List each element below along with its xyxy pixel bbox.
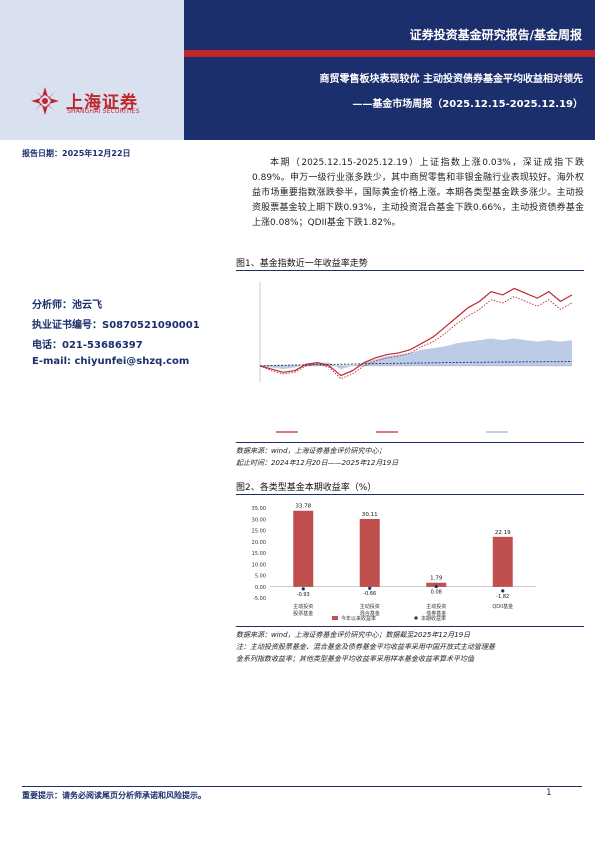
figure2-note-line1: 注：主动投资股票基金、混合基金及债券基金平均收益率采用中国开放式主动管理基 xyxy=(236,643,495,651)
chart1-series-area xyxy=(260,338,572,370)
chart2-y-tick: 5.00 xyxy=(255,574,266,580)
footer-disclaimer: 重要提示：请务必阅读尾页分析师承诺和风险提示。 xyxy=(22,791,206,800)
chart1-series-line-2 xyxy=(259,296,573,380)
chart1-series-line-4 xyxy=(259,361,573,367)
report-title: 商贸零售板块表现较优 主动投资债券基金平均收益相对领先 xyxy=(319,74,583,85)
chart2-bar xyxy=(293,510,314,587)
header-accent-strip xyxy=(184,50,595,57)
chart2-category-label: QDII基金 xyxy=(492,603,513,610)
figure1-source: 数据来源：wind，上海证券基金评价研究中心； xyxy=(236,447,386,455)
chart2-point xyxy=(301,587,305,591)
chart2-legend-point-label: 本期收益率 xyxy=(421,615,446,622)
chart2-point-label: -0.93 xyxy=(297,592,310,598)
figure1-bottom-rule xyxy=(236,442,584,443)
chart2-bar xyxy=(426,582,447,587)
analyst-phone: 电话：021-53686397 xyxy=(32,340,143,351)
header-top-bar xyxy=(184,0,595,50)
logo-emblem-icon xyxy=(31,87,59,115)
figure2-title: 图2、各类型基金本期收益率（%） xyxy=(236,483,377,493)
chart2-bar-label: 30.11 xyxy=(362,512,378,518)
figure2-source: 数据来源：wind，上海证券基金评价研究中心；数据截至2025年12月19日 xyxy=(236,631,471,639)
figure1-line-chart xyxy=(259,282,573,433)
figure1-rule xyxy=(236,270,584,271)
chart2-y-tick: 10.00 xyxy=(252,562,266,568)
chart2-y-tick: 20.00 xyxy=(252,540,266,546)
figure1-period: 起止时间：2024年12月20日——2025年12月19日 xyxy=(236,459,399,467)
report-date: 报告日期：2025年12月22日 xyxy=(22,149,131,158)
report-subtitle: ——基金市场周报（2025.12.15-2025.12.19） xyxy=(352,99,583,110)
figure2-bottom-rule xyxy=(236,626,584,627)
analyst-name: 分析师：池云飞 xyxy=(32,300,102,311)
chart2-category-label: 混合基金 xyxy=(360,610,380,617)
figure1-title: 图1、基金指数近一年收益率走势 xyxy=(236,259,368,269)
header-left-panel xyxy=(0,0,184,140)
figure2-bar-chart: 35.00 30.00 25.00 20.00 15.00 10.00 5.00 0.00 -5… xyxy=(252,504,536,622)
page-number: 1 xyxy=(546,788,552,798)
chart2-y-tick: 35.00 xyxy=(252,506,266,512)
chart2-y-tick: 25.00 xyxy=(252,529,266,535)
chart2-point-label: 0.08 xyxy=(431,590,442,596)
chart2-category-label: 主动投资 xyxy=(360,603,380,610)
chart2-category-label: 主动投资 xyxy=(426,603,446,610)
chart2-category-label: 股票基金 xyxy=(293,610,313,617)
chart2-legend-bar-label: 今年以来收益率 xyxy=(341,615,376,622)
analyst-email: E-mail: chiyunfei@shzq.com xyxy=(32,356,190,367)
chart2-point xyxy=(434,584,438,589)
chart1-series-line-1 xyxy=(259,287,573,377)
chart2-point-label: -1.82 xyxy=(496,594,509,600)
chart2-bar xyxy=(359,519,380,587)
chart2-point-label: -0.66 xyxy=(363,591,376,597)
chart2-y-tick: 0.00 xyxy=(255,585,266,591)
analyst-cert: 执业证书编号：S0870521090001 xyxy=(32,320,200,331)
chart2-bar-label: 33.78 xyxy=(295,504,311,510)
chart2-legend-bar-swatch xyxy=(332,616,338,620)
chart2-category-label: 债券基金 xyxy=(426,610,446,617)
brand-name-en: SHANGHAI SECURITIES xyxy=(67,108,140,115)
footer-rule xyxy=(22,786,582,787)
chart2-legend-point-swatch xyxy=(414,616,418,620)
chart2-y-tick: 30.00 xyxy=(252,517,266,523)
chart2-bar-label: 22.19 xyxy=(495,530,511,536)
figure2-note-line2: 金系列指数收益率；其他类型基金平均收益率采用样本基金收益率算术平均值 xyxy=(236,655,474,663)
summary-paragraph: 本期（2025.12.15-2025.12.19）上证指数上涨0.03%，深证成… xyxy=(252,158,584,228)
chart2-point xyxy=(501,589,505,593)
brand-name-cn: 上海证券 xyxy=(66,93,138,113)
title-band xyxy=(184,57,595,140)
chart2-y-tick: 15.00 xyxy=(252,551,266,557)
chart2-bar xyxy=(492,536,513,587)
chart2-category-label: 主动投资 xyxy=(293,603,313,610)
brand-logo: 上海证券 SHANGHAI SECURITIES xyxy=(30,86,180,118)
chart2-y-tick: -5.00 xyxy=(253,596,266,602)
report-type: 证券投资基金研究报告/基金周报 xyxy=(409,28,582,42)
chart2-bar-label: 1.79 xyxy=(430,576,443,582)
figure2-rule xyxy=(236,494,584,495)
chart2-point xyxy=(368,586,372,590)
